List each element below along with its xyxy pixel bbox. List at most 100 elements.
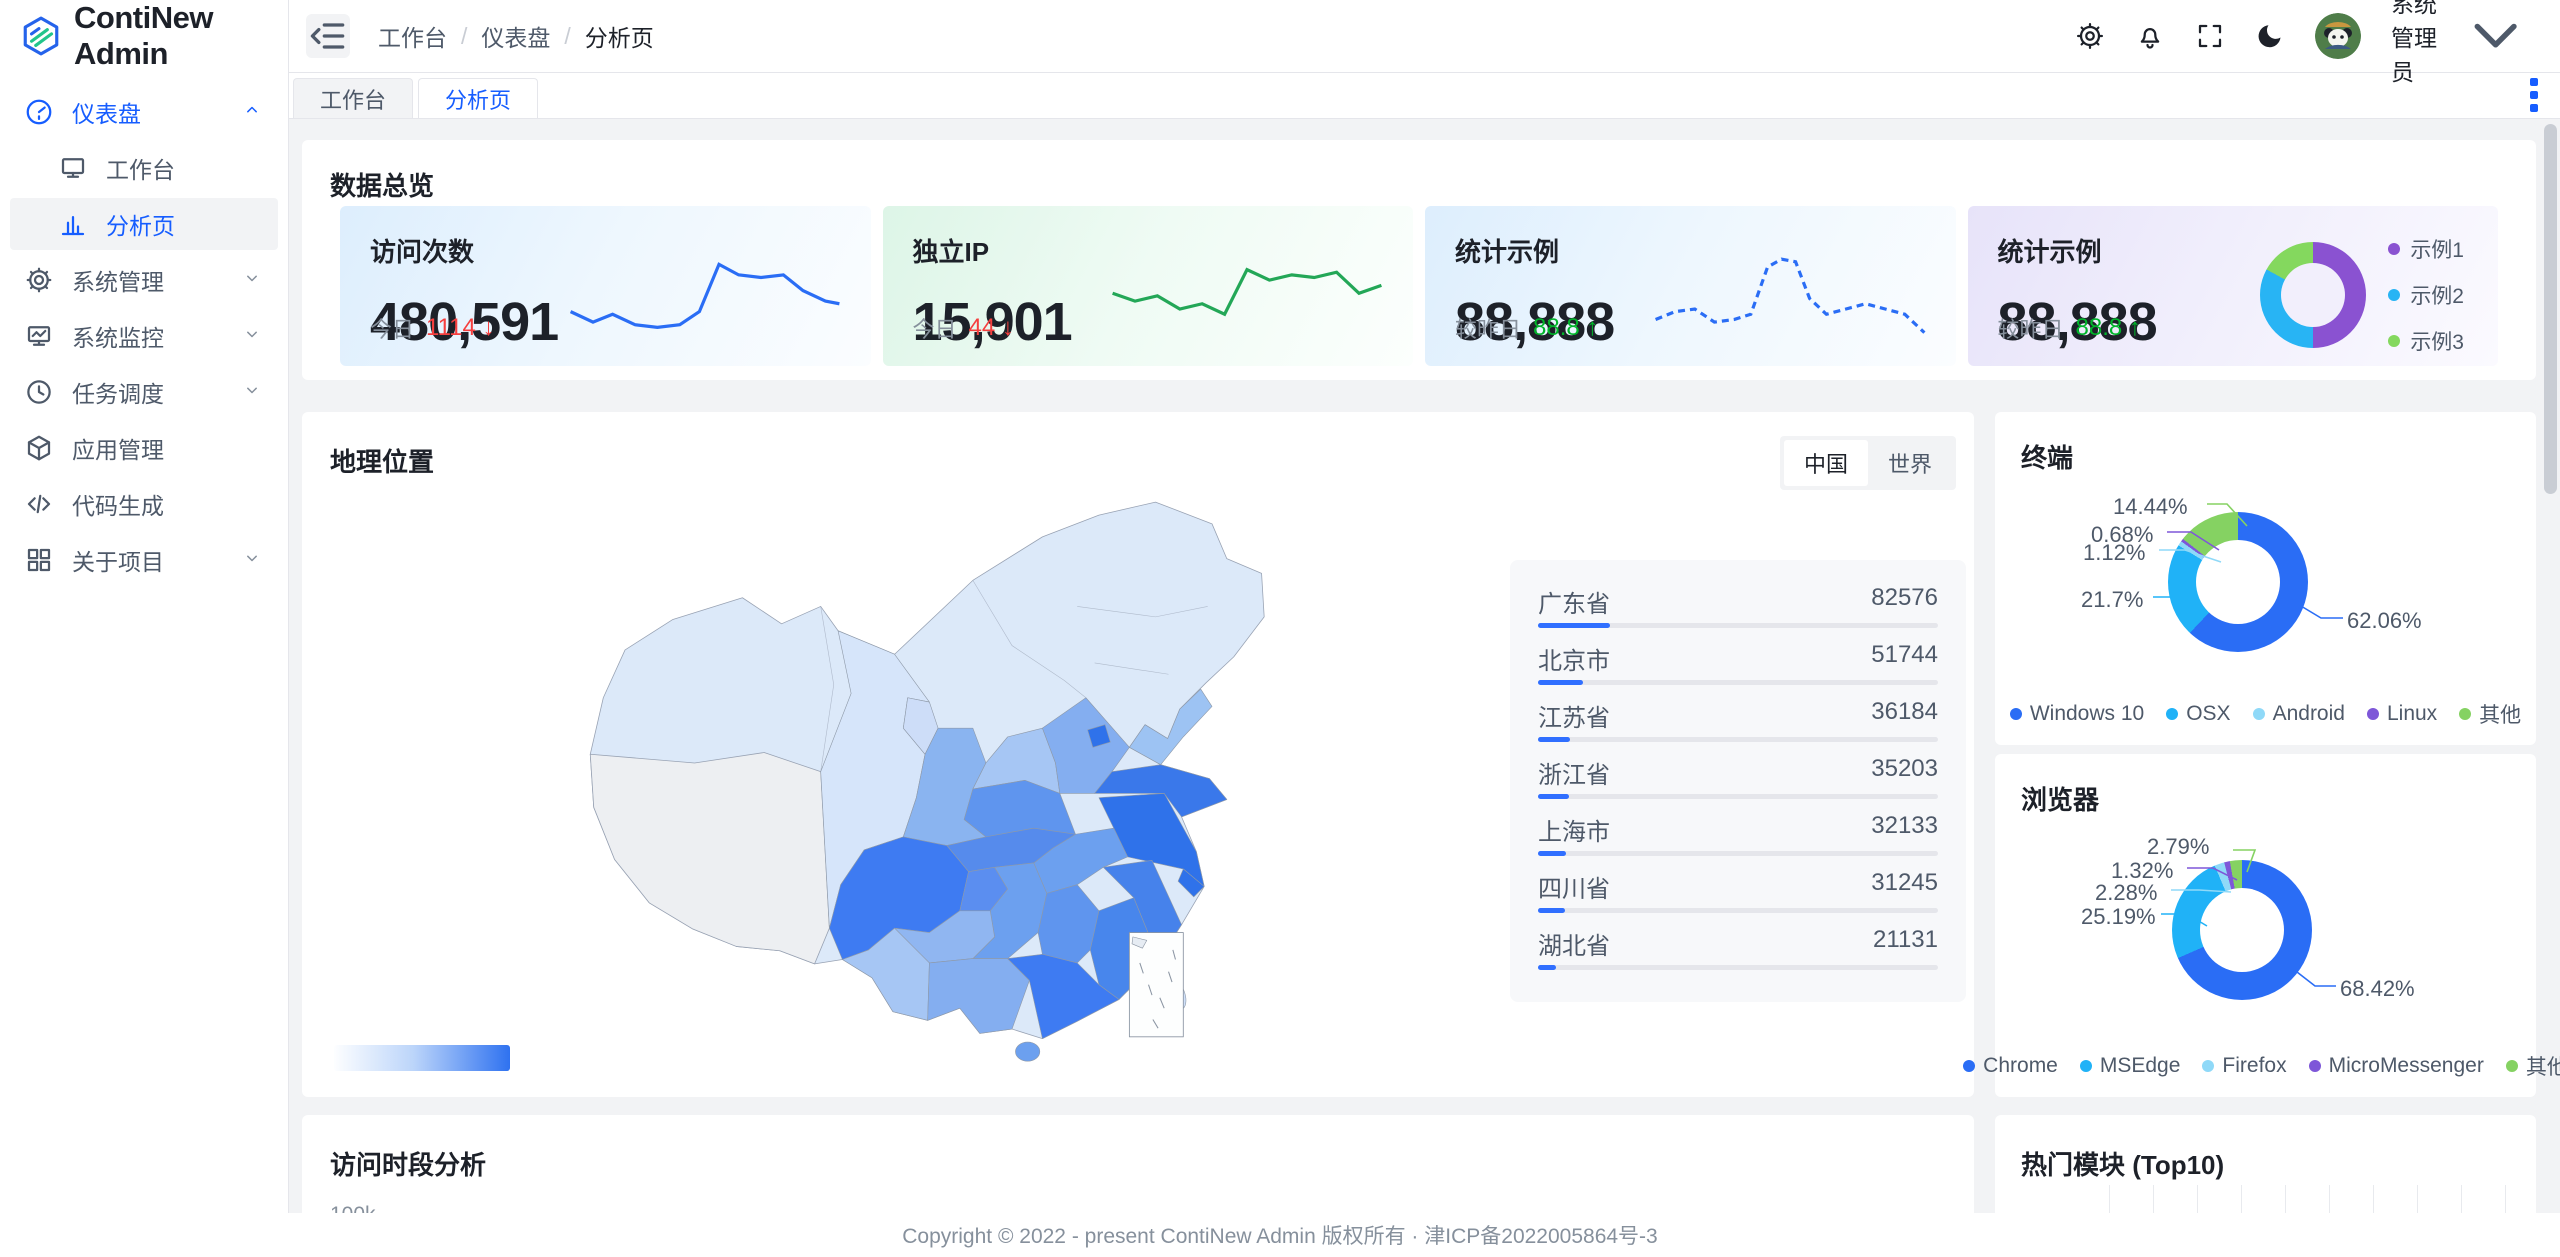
province-name: 江苏省	[1538, 705, 1610, 732]
app-logo[interactable]: ContiNew Admin	[0, 0, 288, 72]
fullscreen-icon[interactable]	[2195, 21, 2225, 51]
province-name: 上海市	[1538, 819, 1610, 846]
province-row[interactable]: 上海市 32133	[1538, 812, 1938, 856]
donut-chart	[2259, 242, 2366, 348]
legend-item[interactable]: 示例2	[2388, 280, 2464, 310]
arrow-up-icon: ↑	[1586, 314, 1599, 341]
user-menu[interactable]: 系统管理员	[2391, 0, 2532, 87]
pie-label: 1.32%	[2111, 858, 2174, 883]
map-scope-toggle: 中国 世界	[1779, 436, 1956, 490]
map-color-legend	[334, 1045, 510, 1071]
browser-card: 浏览器 2.79% 1.32% 2.28% 25.19% 68.42% Chro…	[1963, 754, 2560, 1097]
pie-label: 1.12%	[2083, 540, 2146, 565]
legend-item[interactable]: OSX	[2166, 699, 2231, 729]
sidebar-item-dashboard[interactable]: 仪表盘	[10, 86, 278, 138]
monitor-graph-icon	[24, 321, 54, 351]
province-value: 32133	[1871, 812, 1938, 839]
app-title: ContiNew Admin	[74, 0, 213, 71]
sidebar-item-app-management[interactable]: 应用管理	[10, 422, 278, 474]
sidebar-collapse-button[interactable]	[306, 14, 350, 58]
tab-bar: 工作台 分析页	[288, 72, 2560, 119]
header-actions: 系统管理员	[2075, 0, 2560, 87]
pie-label: 2.79%	[2147, 834, 2210, 859]
sidebar-item-task-scheduler[interactable]: 任务调度	[10, 366, 278, 418]
breadcrumb-item[interactable]: 工作台	[378, 25, 447, 51]
sparkline-chart	[565, 246, 845, 351]
legend-item[interactable]: 示例3	[2388, 326, 2464, 356]
pie-label: 68.42%	[2340, 976, 2415, 1001]
province-row[interactable]: 北京市 51744	[1538, 641, 1938, 685]
stat-card-visits[interactable]: 访问次数 480,591 今日 1114 ↓	[340, 206, 871, 366]
province-value: 51744	[1871, 641, 1938, 668]
arrow-down-icon: ↓	[482, 314, 495, 341]
legend-item[interactable]: 其他	[2505, 1051, 2560, 1081]
arrow-up-icon: ↑	[2128, 314, 2141, 341]
province-row[interactable]: 湖北省 21131	[1538, 926, 1938, 970]
tab-options-icon[interactable]	[2530, 78, 2538, 112]
section-title: 访问时段分析	[330, 1150, 487, 1180]
stat-value: 15,901	[912, 292, 1073, 352]
stat-card-demo-pie[interactable]: 统计示例 88,888 较昨日 88.8 ↑ 示例1 示例2 示例3	[1967, 206, 2498, 366]
browser-donut-chart[interactable]	[2172, 860, 2312, 1000]
legend-item[interactable]: Windows 10	[2009, 699, 2144, 729]
stat-card-demo-line[interactable]: 统计示例 88,888 较昨日 88.8 ↑	[1425, 206, 1956, 366]
sidebar-item-workbench[interactable]: 工作台	[10, 142, 278, 194]
pie-label: 62.06%	[2347, 608, 2422, 633]
main-content: 数据总览 访问次数 480,591 今日 1114 ↓	[288, 118, 2560, 1257]
sidebar-item-system-management[interactable]: 系统管理	[10, 254, 278, 306]
chevron-down-icon	[242, 379, 262, 406]
sidebar: ContiNew Admin 仪表盘 工作台	[0, 0, 289, 1257]
china-choropleth-map[interactable]	[452, 476, 1372, 1076]
province-row[interactable]: 江苏省 36184	[1538, 698, 1938, 742]
sparkline-chart	[1650, 246, 1930, 351]
toggle-china[interactable]: 中国	[1783, 440, 1868, 486]
avatar[interactable]	[2315, 13, 2361, 59]
legend-item[interactable]: 其他	[2459, 699, 2521, 729]
section-title: 数据总览	[330, 171, 435, 201]
legend-item[interactable]: Android	[2252, 699, 2345, 729]
stat-card-unique-ip[interactable]: 独立IP 15,901 今日 44 ↓	[882, 206, 1413, 366]
south-china-sea-inset	[1128, 932, 1184, 1038]
legend-item[interactable]: MicroMessenger	[2308, 1051, 2484, 1081]
chart-legend: Chrome MSEdge Firefox MicroMessenger 其他	[1963, 1051, 2560, 1081]
legend-item[interactable]: MSEdge	[2079, 1051, 2180, 1081]
scrollbar-thumb[interactable]	[2544, 124, 2557, 494]
province-row[interactable]: 广东省 82576	[1538, 584, 1938, 628]
cube-icon	[24, 433, 54, 463]
section-title: 浏览器	[2021, 785, 2100, 815]
chart-legend: Windows 10 OSX Android Linux 其他	[1995, 699, 2536, 729]
breadcrumb-item[interactable]: 仪表盘	[481, 25, 551, 51]
header: 工作台 / 仪表盘 / 分析页	[288, 0, 2560, 85]
province-value: 31245	[1871, 869, 1938, 896]
tab-workbench[interactable]: 工作台	[293, 78, 414, 118]
pie-label: 21.7%	[2081, 587, 2144, 612]
province-name: 北京市	[1538, 648, 1610, 675]
pie-label: 0.68%	[2091, 522, 2154, 547]
dark-mode-moon-icon[interactable]	[2255, 21, 2285, 51]
breadcrumb-item-current: 分析页	[584, 25, 654, 51]
legend-item[interactable]: Firefox	[2202, 1051, 2287, 1081]
geo-card: 地理位置 中国 世界	[302, 412, 1974, 1097]
sidebar-item-code-generation[interactable]: 代码生成	[10, 478, 278, 530]
sidebar-item-system-monitor[interactable]: 系统监控	[10, 310, 278, 362]
terminal-donut-chart[interactable]	[2168, 512, 2308, 652]
grid-icon	[24, 545, 54, 575]
gear-icon	[24, 265, 54, 295]
province-row[interactable]: 浙江省 35203	[1538, 755, 1938, 799]
terminal-card: 终端 14.44% 0.68% 1.12% 21.7% 62.06% Windo…	[1995, 412, 2536, 745]
toggle-world[interactable]: 世界	[1887, 452, 1932, 477]
province-value: 21131	[1873, 926, 1938, 953]
logo-icon	[20, 15, 62, 57]
stat-value: 88,888	[1997, 292, 2158, 352]
legend-item[interactable]: Linux	[2366, 699, 2437, 729]
notification-bell-icon[interactable]	[2135, 21, 2165, 51]
sidebar-item-about-project[interactable]: 关于项目	[10, 534, 278, 586]
chevron-up-icon	[242, 99, 262, 126]
legend-item[interactable]: Chrome	[1963, 1051, 2058, 1081]
province-row[interactable]: 四川省 31245	[1538, 869, 1938, 913]
settings-icon[interactable]	[2075, 21, 2105, 51]
sidebar-item-analysis[interactable]: 分析页	[10, 198, 278, 250]
legend-item[interactable]: 示例1	[2388, 234, 2464, 264]
code-icon	[24, 489, 54, 519]
tab-analysis[interactable]: 分析页	[418, 78, 539, 118]
